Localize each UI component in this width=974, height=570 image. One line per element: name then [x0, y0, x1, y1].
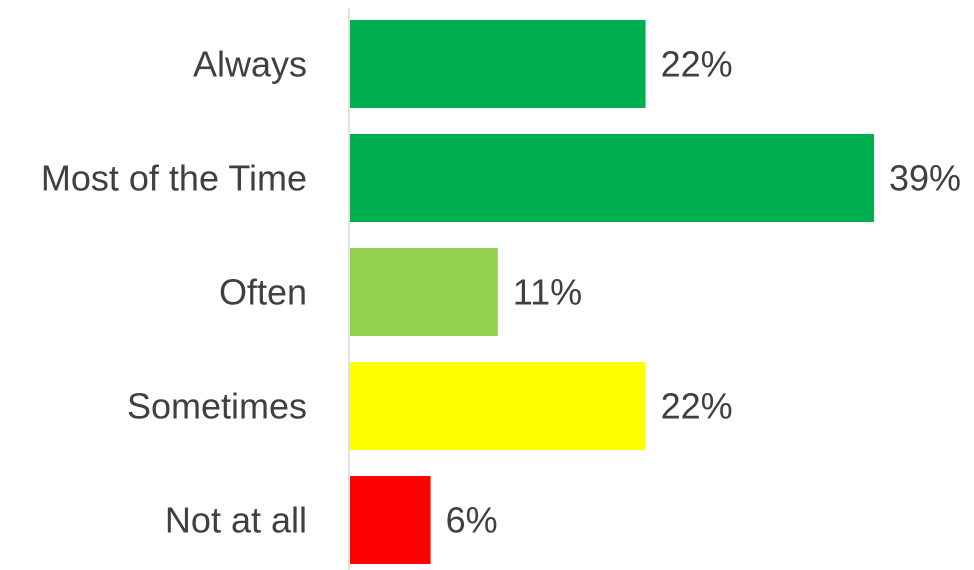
data-label-sometimes: 22%	[661, 386, 733, 427]
data-label-most-of-the-time: 39%	[889, 158, 961, 199]
category-label-sometimes: Sometimes	[127, 386, 307, 427]
bars-group	[350, 20, 874, 564]
data-label-often: 11%	[513, 272, 582, 313]
category-label-often: Often	[219, 272, 307, 313]
bar-most-of-the-time	[350, 134, 874, 222]
category-label-always: Always	[193, 44, 307, 85]
bar-often	[350, 248, 498, 336]
category-labels-group: Always Most of the Time Often Sometimes Not …	[41, 44, 307, 541]
data-label-always: 22%	[661, 44, 733, 85]
value-labels-group: 22% 39% 11% 22% 6%	[446, 44, 961, 541]
category-label-not-at-all: Not at all	[165, 500, 307, 541]
data-label-not-at-all: 6%	[446, 500, 498, 541]
bar-sometimes	[350, 362, 646, 450]
category-label-most-of-the-time: Most of the Time	[41, 158, 307, 199]
bar-always	[350, 20, 646, 108]
bar-not-at-all	[350, 476, 431, 564]
